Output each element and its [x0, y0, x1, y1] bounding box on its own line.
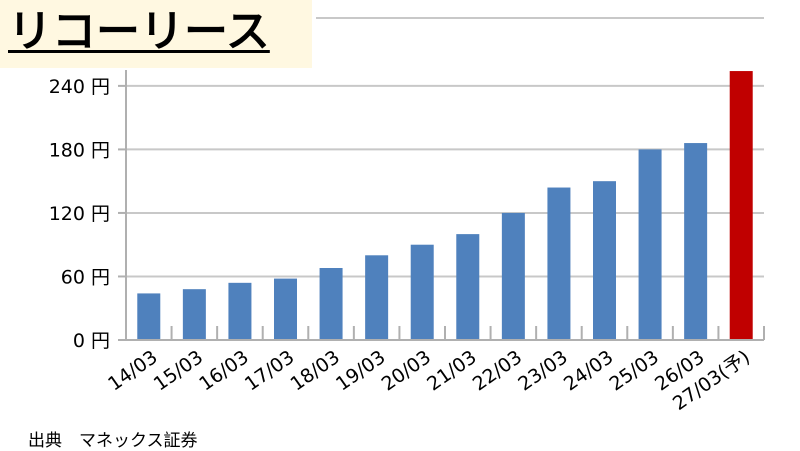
bar	[547, 187, 571, 340]
x-tick-label: 20/03	[378, 346, 435, 395]
x-tick-label: 16/03	[195, 346, 252, 395]
x-tick-label: 21/03	[423, 346, 480, 395]
bar-forecast	[729, 71, 753, 340]
x-tick-label: 22/03	[469, 346, 526, 395]
title-box: リコーリース	[0, 0, 312, 68]
x-tick-label: 25/03	[605, 346, 662, 395]
bar	[684, 143, 708, 340]
bars	[137, 71, 753, 340]
y-tick-label: 0 円	[73, 330, 110, 352]
x-tick-label: 23/03	[514, 346, 571, 395]
x-tick-label: 17/03	[241, 346, 298, 395]
chart-title: リコーリース	[8, 6, 270, 57]
bar	[638, 149, 662, 340]
y-tick-label: 180 円	[49, 139, 110, 161]
bar	[365, 255, 389, 340]
bar	[274, 278, 297, 340]
x-tick-label: 14/03	[104, 346, 161, 395]
bar	[137, 293, 161, 340]
x-tick-label: 15/03	[150, 346, 207, 395]
x-tick-label: 24/03	[560, 346, 617, 395]
bar	[501, 212, 525, 340]
bar	[456, 234, 480, 340]
bar	[319, 268, 343, 340]
y-tick-label: 240 円	[49, 76, 110, 98]
y-tick-label: 120 円	[49, 203, 110, 225]
y-axis-ticks: 0 円 60 円 120 円 180 円 240 円	[49, 76, 126, 352]
x-axis	[125, 70, 765, 341]
bar	[228, 282, 252, 340]
bar	[593, 181, 616, 340]
x-tick-label: 18/03	[286, 346, 343, 395]
bar	[410, 244, 434, 340]
y-tick-label: 60 円	[61, 266, 110, 288]
x-axis-labels: 14/0315/0316/0317/0318/0319/0320/0321/03…	[104, 346, 754, 415]
bar	[182, 289, 206, 340]
x-tick-label: 19/03	[332, 346, 389, 395]
grid-lines	[126, 17, 764, 278]
source-note: 出典 マネックス証券	[28, 431, 198, 451]
